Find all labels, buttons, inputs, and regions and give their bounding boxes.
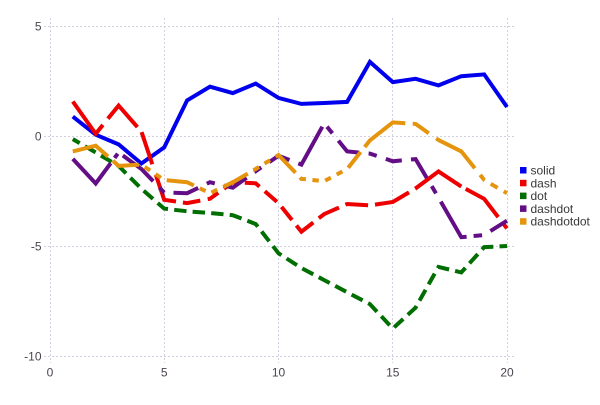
svg-text:dashdotdot: dashdotdot (531, 215, 591, 229)
svg-text:dot: dot (531, 189, 548, 203)
svg-text:dash: dash (531, 176, 557, 190)
svg-text:15: 15 (386, 366, 400, 380)
svg-text:10: 10 (272, 366, 286, 380)
svg-text:-10: -10 (24, 349, 42, 363)
svg-text:5: 5 (35, 19, 42, 33)
svg-text:0: 0 (47, 366, 54, 380)
svg-text:solid: solid (531, 164, 556, 178)
svg-text:dashdot: dashdot (531, 202, 574, 216)
svg-text:-5: -5 (31, 239, 42, 253)
svg-text:5: 5 (161, 366, 168, 380)
svg-text:20: 20 (500, 366, 514, 380)
svg-text:0: 0 (35, 129, 42, 143)
